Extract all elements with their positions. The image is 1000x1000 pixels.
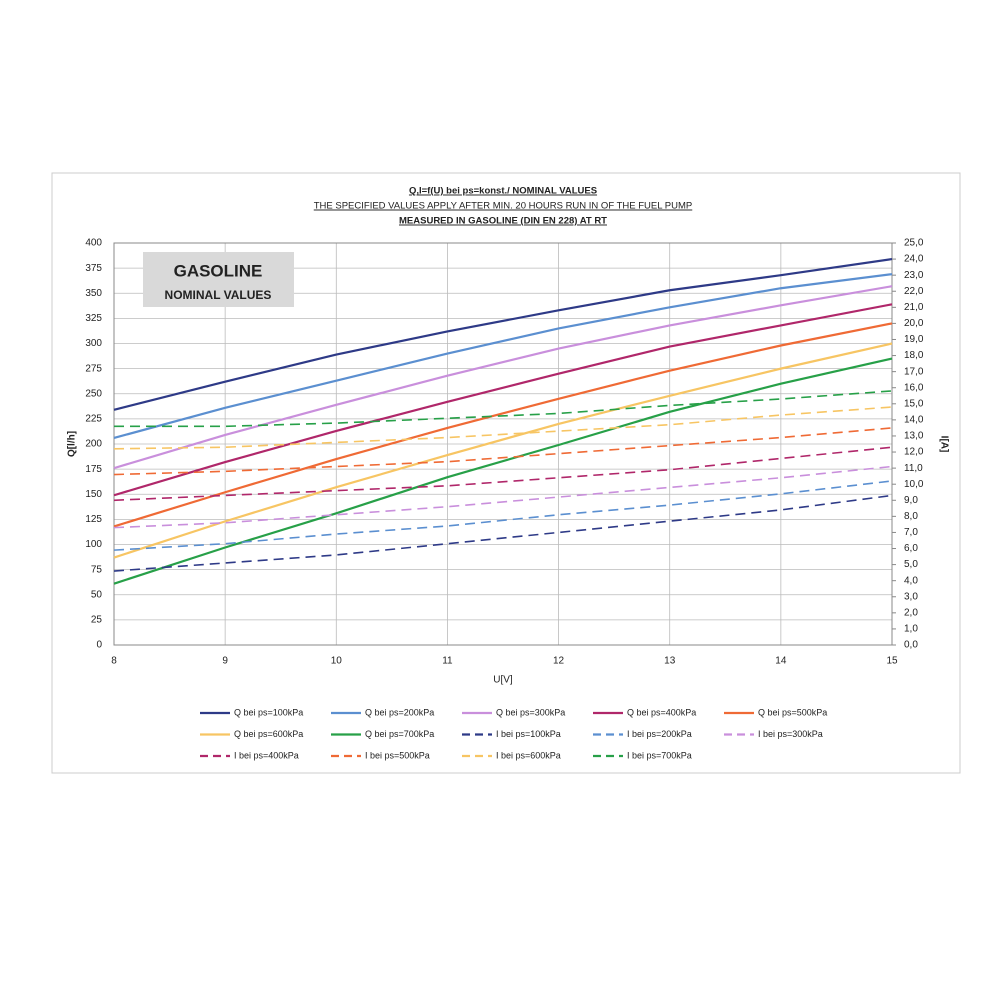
chart-title: Q,I=f(U) bei ps=konst./ NOMINAL VALUES <box>409 186 597 197</box>
legend-label: Q bei ps=400kPa <box>627 707 696 717</box>
y2-tick-label: 2,0 <box>904 607 918 618</box>
y-tick-label: 375 <box>85 263 102 274</box>
y-axis-label: Q[l/h] <box>67 431 78 457</box>
y-tick-label: 100 <box>85 539 102 550</box>
y2-tick-label: 12,0 <box>904 447 924 458</box>
y-tick-label: 300 <box>85 338 102 349</box>
y2-tick-label: 9,0 <box>904 495 918 506</box>
y-tick-label: 75 <box>91 564 103 575</box>
legend-label: Q bei ps=200kPa <box>365 707 434 717</box>
y2-tick-label: 5,0 <box>904 559 918 570</box>
x-tick-label: 14 <box>775 656 787 667</box>
annotation-box <box>143 252 294 307</box>
legend-label: Q bei ps=500kPa <box>758 707 827 717</box>
legend-label: I bei ps=700kPa <box>627 750 692 760</box>
y2-tick-label: 18,0 <box>904 350 924 361</box>
y2-tick-label: 22,0 <box>904 286 924 297</box>
legend-label: Q bei ps=700kPa <box>365 729 434 739</box>
y2-tick-label: 0,0 <box>904 640 918 651</box>
series-line <box>113 465 893 529</box>
plot-border <box>113 242 893 646</box>
grid <box>113 242 896 646</box>
series-line <box>113 342 893 559</box>
y2-tick-label: 15,0 <box>904 398 924 409</box>
y-tick-label: 125 <box>85 514 102 525</box>
y2-tick-label: 23,0 <box>904 270 924 281</box>
legend-label: Q bei ps=300kPa <box>496 707 565 717</box>
y2-tick-label: 14,0 <box>904 415 924 426</box>
y-tick-label: 250 <box>85 388 102 399</box>
y-tick-label: 275 <box>85 363 102 374</box>
y-tick-label: 350 <box>85 288 102 299</box>
legend-label: I bei ps=400kPa <box>234 750 299 760</box>
x-axis-label: U[V] <box>493 675 513 686</box>
legend-label: I bei ps=300kPa <box>758 729 823 739</box>
y-tick-label: 150 <box>85 489 102 500</box>
y-tick-label: 25 <box>91 615 103 626</box>
y2-tick-label: 1,0 <box>904 624 918 635</box>
legend-label: Q bei ps=600kPa <box>234 729 303 739</box>
chart-subtitle: MEASURED IN GASOLINE (DIN EN 228) AT RT <box>399 216 607 227</box>
series-line <box>113 257 893 411</box>
y-tick-label: 225 <box>85 414 102 425</box>
y2-tick-label: 25,0 <box>904 238 924 249</box>
series-line <box>113 322 893 528</box>
series-line <box>113 494 893 572</box>
y2-tick-label: 16,0 <box>904 382 924 393</box>
y2-tick-label: 4,0 <box>904 575 918 586</box>
series-line <box>113 285 893 470</box>
y-tick-label: 0 <box>96 640 102 651</box>
y2-tick-label: 6,0 <box>904 543 918 554</box>
x-tick-label: 13 <box>664 656 676 667</box>
series-line <box>113 480 893 551</box>
series-line <box>113 446 893 502</box>
series-line <box>113 303 893 497</box>
series-line <box>113 427 893 476</box>
x-tick-label: 9 <box>222 656 228 667</box>
series-line <box>113 273 893 440</box>
x-tick-label: 11 <box>442 656 453 667</box>
y2-tick-label: 8,0 <box>904 511 918 522</box>
y-tick-label: 200 <box>85 439 102 450</box>
annotation-title: GASOLINE <box>174 261 263 280</box>
x-tick-label: 10 <box>331 656 343 667</box>
y2-axis-label: I[A] <box>938 436 949 453</box>
y2-tick-label: 11,0 <box>904 463 923 474</box>
x-tick-label: 12 <box>553 656 565 667</box>
y-tick-label: 325 <box>85 313 102 324</box>
y2-tick-label: 3,0 <box>904 591 918 602</box>
legend-label: Q bei ps=100kPa <box>234 707 303 717</box>
legend-label: I bei ps=200kPa <box>627 729 692 739</box>
legend-label: I bei ps=100kPa <box>496 729 561 739</box>
x-tick-label: 8 <box>111 656 117 667</box>
legend-label: I bei ps=600kPa <box>496 750 561 760</box>
y-tick-label: 50 <box>91 589 103 600</box>
y2-tick-label: 13,0 <box>904 431 924 442</box>
chart-subtitle: THE SPECIFIED VALUES APPLY AFTER MIN. 20… <box>314 201 693 212</box>
y2-tick-label: 10,0 <box>904 479 924 490</box>
y2-tick-label: 21,0 <box>904 302 924 313</box>
series-line <box>114 390 893 428</box>
y2-tick-label: 17,0 <box>904 366 924 377</box>
y2-tick-label: 24,0 <box>904 254 924 265</box>
y-tick-label: 175 <box>85 464 102 475</box>
y2-tick-label: 20,0 <box>904 318 924 329</box>
x-tick-label: 15 <box>886 656 898 667</box>
annotation-subtitle: NOMINAL VALUES <box>165 288 272 302</box>
series-line <box>113 406 893 450</box>
y2-tick-label: 19,0 <box>904 334 924 345</box>
lines <box>113 257 893 585</box>
y2-tick-label: 7,0 <box>904 527 918 538</box>
legend-label: I bei ps=500kPa <box>365 750 430 760</box>
y-tick-label: 400 <box>85 238 102 249</box>
